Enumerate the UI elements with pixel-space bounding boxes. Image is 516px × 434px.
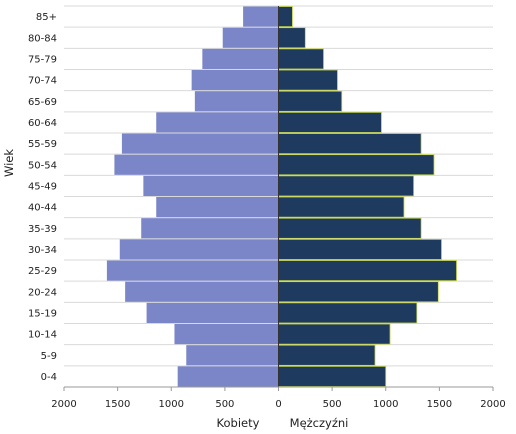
age-label-75-79: 75-79 bbox=[28, 54, 57, 65]
bar-male-85+ bbox=[278, 6, 293, 28]
bar-male-30-34 bbox=[278, 238, 442, 260]
bar-female-70-74 bbox=[191, 70, 279, 91]
bar-female-25-29 bbox=[106, 260, 279, 281]
bar-female-0-4 bbox=[177, 366, 279, 387]
x-tick-label: 2000 bbox=[51, 399, 76, 410]
x-tick-label: 1000 bbox=[159, 399, 184, 410]
age-label-65-69: 65-69 bbox=[28, 97, 57, 108]
bar-male-75-79 bbox=[278, 48, 324, 70]
age-label-10-14: 10-14 bbox=[28, 330, 57, 341]
age-label-85+: 85+ bbox=[36, 12, 57, 23]
bar-male-35-39 bbox=[278, 217, 422, 239]
age-label-20-24: 20-24 bbox=[28, 287, 57, 298]
bar-male-45-49 bbox=[278, 175, 415, 197]
bar-male-5-9 bbox=[278, 344, 376, 366]
bar-female-60-64 bbox=[156, 112, 279, 133]
bar-female-20-24 bbox=[125, 281, 279, 302]
bar-male-50-54 bbox=[278, 154, 435, 176]
female-bars bbox=[106, 6, 279, 387]
x-axis-title-left: Kobiety bbox=[217, 416, 260, 430]
bar-female-10-14 bbox=[174, 324, 279, 345]
age-label-45-49: 45-49 bbox=[28, 181, 57, 192]
x-tick-label: 1000 bbox=[373, 399, 398, 410]
x-tick-label: 500 bbox=[215, 399, 234, 410]
bar-female-15-19 bbox=[146, 302, 279, 323]
bar-male-20-24 bbox=[278, 281, 439, 303]
bar-female-45-49 bbox=[143, 175, 279, 196]
age-label-60-64: 60-64 bbox=[28, 118, 57, 129]
x-tick-label: 0 bbox=[275, 399, 281, 410]
age-label-30-34: 30-34 bbox=[28, 245, 57, 256]
bar-female-65-69 bbox=[194, 91, 279, 112]
age-label-35-39: 35-39 bbox=[28, 224, 57, 235]
x-tick-label: 1500 bbox=[105, 399, 130, 410]
bar-male-10-14 bbox=[278, 323, 391, 345]
bar-female-80-84 bbox=[222, 27, 279, 48]
age-label-25-29: 25-29 bbox=[28, 266, 57, 277]
age-category-labels: 0-4 5-9 10-14 15-19 20-24 25-29 30-34 35-39 40-4… bbox=[28, 12, 57, 383]
x-tick-label: 500 bbox=[323, 399, 342, 410]
bar-female-50-54 bbox=[114, 154, 279, 175]
x-tick-labels: 2000 1500 1000 500 0 500 1000 1500 2000 bbox=[51, 387, 506, 410]
bar-female-55-59 bbox=[121, 133, 279, 154]
age-label-80-84: 80-84 bbox=[28, 33, 57, 44]
age-label-70-74: 70-74 bbox=[28, 76, 57, 87]
y-axis-title: Wiek bbox=[2, 149, 16, 177]
bar-male-60-64 bbox=[278, 111, 382, 133]
bar-female-5-9 bbox=[186, 345, 279, 366]
age-label-15-19: 15-19 bbox=[28, 308, 57, 319]
age-label-55-59: 55-59 bbox=[28, 139, 57, 150]
x-tick-label: 2000 bbox=[480, 399, 505, 410]
bar-male-70-74 bbox=[278, 69, 338, 91]
male-bars bbox=[278, 6, 457, 387]
bar-female-75-79 bbox=[202, 48, 279, 69]
age-label-5-9: 5-9 bbox=[41, 351, 57, 362]
bar-male-80-84 bbox=[278, 27, 306, 49]
bar-male-55-59 bbox=[278, 133, 422, 155]
bar-male-25-29 bbox=[278, 260, 457, 282]
x-axis-title-right: Mężczyźni bbox=[290, 416, 349, 430]
bar-male-65-69 bbox=[278, 90, 343, 112]
bar-male-15-19 bbox=[278, 302, 418, 324]
age-label-50-54: 50-54 bbox=[28, 160, 57, 171]
bar-female-85+ bbox=[243, 6, 279, 27]
age-label-40-44: 40-44 bbox=[28, 203, 57, 214]
bar-female-40-44 bbox=[156, 197, 279, 218]
x-tick-label: 1500 bbox=[427, 399, 452, 410]
bar-female-35-39 bbox=[141, 218, 279, 239]
bar-male-40-44 bbox=[278, 196, 405, 218]
bar-female-30-34 bbox=[119, 239, 279, 260]
age-label-0-4: 0-4 bbox=[41, 372, 57, 383]
bar-male-0-4 bbox=[278, 365, 387, 387]
